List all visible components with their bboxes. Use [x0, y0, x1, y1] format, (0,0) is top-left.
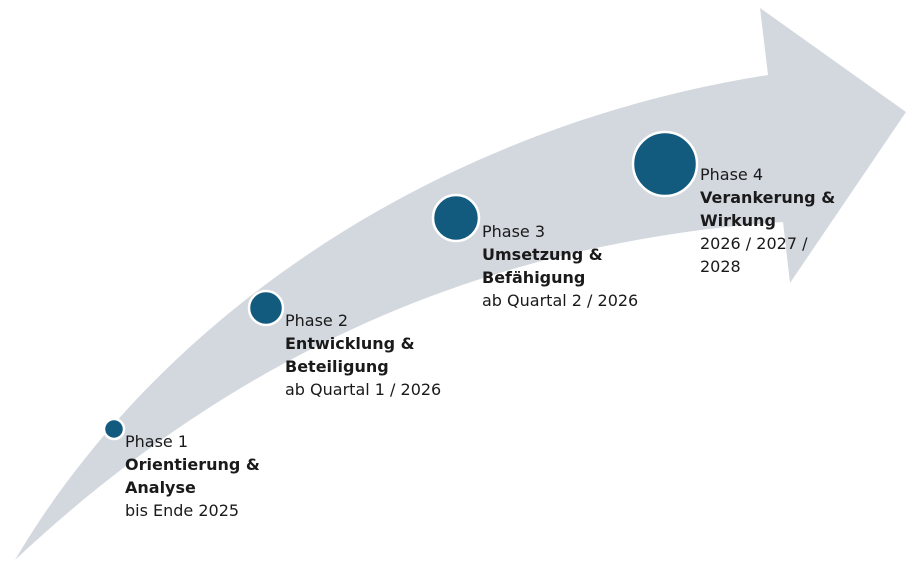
phase-1-label: Phase 1 Orientierung & Analyse bis Ende … — [125, 430, 260, 522]
phase-2-number: Phase 2 — [285, 311, 349, 330]
phase-3-date: ab Quartal 2 / 2026 — [482, 291, 639, 310]
phase-3-title-line2: Befähigung — [482, 268, 586, 287]
phase-4-label: Phase 4 Verankerung & Wirkung 2026 / 202… — [700, 163, 835, 278]
phase-1-title-line1: Orientierung & — [125, 455, 260, 474]
phase-4-number: Phase 4 — [700, 165, 764, 184]
phase-4-title-line1: Verankerung & — [700, 188, 836, 207]
phase-3-dot — [431, 193, 481, 243]
phase-2-title-line1: Entwicklung & — [285, 334, 415, 353]
phase-3-label: Phase 3 Umsetzung & Befähigung ab Quarta… — [482, 220, 638, 312]
phase-4-title-line2: Wirkung — [700, 211, 776, 230]
phase-3-title-line1: Umsetzung & — [482, 245, 603, 264]
phase-1-number: Phase 1 — [125, 432, 189, 451]
phase-1-title-line2: Analyse — [125, 478, 196, 497]
phase-4-date-line1: 2026 / 2027 / — [700, 234, 808, 253]
phase-1-dot — [102, 417, 126, 441]
phase-2-label: Phase 2 Entwicklung & Beteiligung ab Qua… — [285, 309, 441, 401]
phase-4-date-line2: 2028 — [700, 257, 741, 276]
phase-1-date: bis Ende 2025 — [125, 501, 240, 520]
phase-2-date: ab Quartal 1 / 2026 — [285, 380, 442, 399]
phase-2-dot — [247, 289, 285, 327]
phase-2-title-line2: Beteiligung — [285, 357, 389, 376]
phase-4-dot — [631, 130, 699, 198]
phase-3-number: Phase 3 — [482, 222, 546, 241]
